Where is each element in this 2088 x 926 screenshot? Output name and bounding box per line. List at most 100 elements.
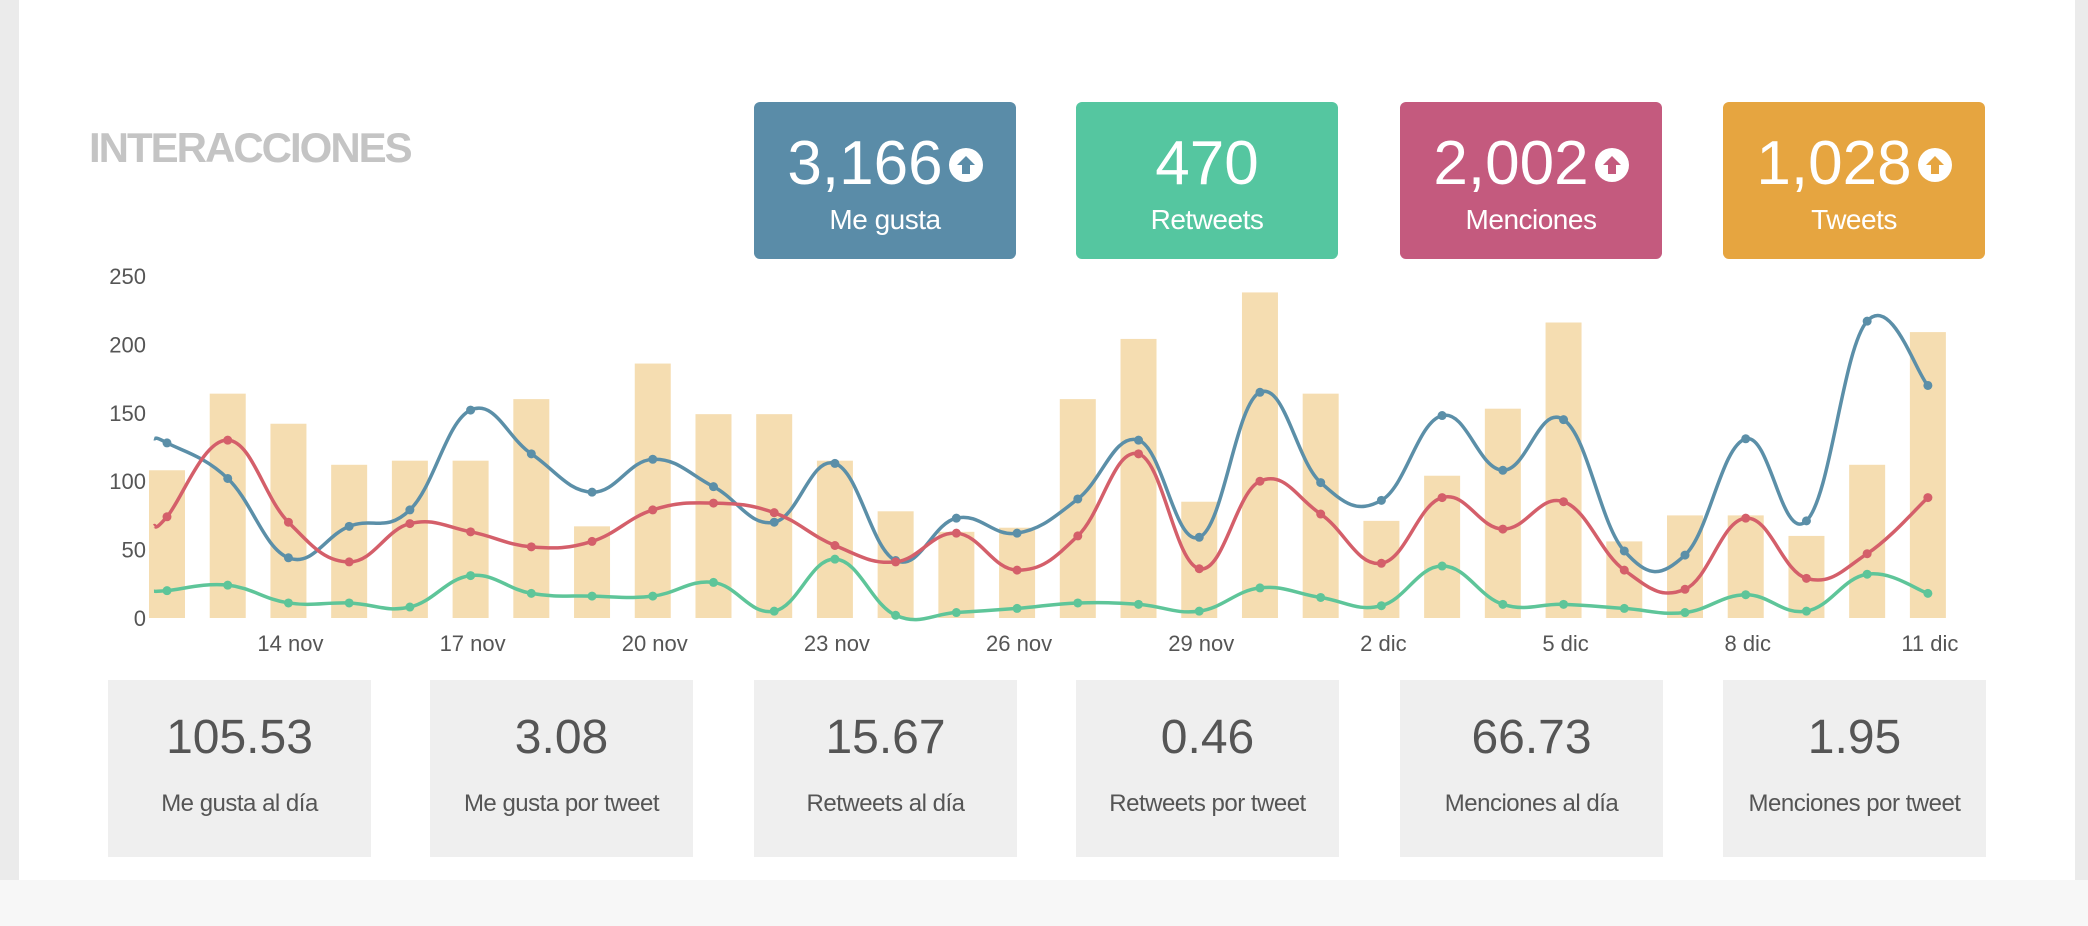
data-point bbox=[1741, 513, 1751, 523]
y-tick-label: 250 bbox=[109, 264, 146, 289]
data-point bbox=[1134, 599, 1144, 609]
data-point bbox=[405, 519, 415, 529]
data-point bbox=[769, 517, 779, 527]
bar bbox=[452, 460, 489, 618]
card-value: 470 bbox=[1076, 128, 1338, 200]
data-point bbox=[1923, 380, 1933, 390]
page-footer-strip bbox=[0, 880, 2088, 926]
x-tick-label: 26 nov bbox=[986, 631, 1052, 656]
card-value-text: 3,166 bbox=[787, 129, 943, 198]
bar bbox=[391, 460, 428, 618]
data-point bbox=[1073, 494, 1083, 504]
arrow-up-circle-icon bbox=[1594, 147, 1629, 182]
data-point bbox=[283, 598, 293, 608]
stat-box: 0.46 Retweets por tweet bbox=[1076, 680, 1339, 857]
bar bbox=[1545, 322, 1582, 618]
bar bbox=[1727, 515, 1764, 618]
x-tick-label: 11 dic bbox=[1901, 631, 1958, 656]
data-point bbox=[344, 521, 354, 531]
data-point bbox=[223, 473, 233, 483]
data-point bbox=[162, 512, 172, 522]
stat-box: 1.95 Menciones por tweet bbox=[1723, 680, 1986, 857]
data-point bbox=[1619, 603, 1629, 613]
data-point bbox=[1012, 603, 1022, 613]
data-point bbox=[1680, 608, 1690, 618]
data-point bbox=[1559, 415, 1569, 425]
bar bbox=[634, 363, 671, 618]
data-point bbox=[1559, 497, 1569, 507]
data-point bbox=[648, 591, 658, 601]
data-point bbox=[405, 505, 415, 515]
data-point bbox=[708, 498, 718, 508]
stat-box: 105.53 Me gusta al día bbox=[108, 680, 371, 857]
stat-label: Menciones al día bbox=[1444, 790, 1619, 817]
x-tick-label: 29 nov bbox=[1168, 631, 1234, 656]
data-point bbox=[1437, 411, 1447, 421]
data-point bbox=[648, 505, 658, 515]
card-value-text: 2,002 bbox=[1433, 129, 1589, 198]
data-point bbox=[526, 588, 536, 598]
card-value: 3,166 bbox=[754, 128, 1016, 200]
data-point bbox=[1012, 565, 1022, 575]
stat-value: 0.46 bbox=[1160, 711, 1255, 764]
data-point bbox=[1801, 516, 1811, 526]
data-point bbox=[1255, 583, 1265, 593]
bar bbox=[149, 470, 185, 618]
stat-value: 15.67 bbox=[825, 711, 946, 764]
card-mentions: 2,002 Menciones bbox=[1400, 102, 1662, 259]
data-point bbox=[830, 554, 840, 564]
x-tick-label: 17 nov bbox=[440, 631, 506, 656]
bar bbox=[1120, 338, 1157, 618]
data-point bbox=[1619, 565, 1629, 575]
data-point bbox=[466, 405, 476, 415]
data-point bbox=[1437, 493, 1447, 503]
card-value: 1,028 bbox=[1723, 128, 1985, 200]
stat-label: Retweets al día bbox=[806, 790, 965, 817]
bar bbox=[938, 531, 975, 618]
section-title: INTERACCIONES bbox=[89, 124, 413, 171]
data-point bbox=[769, 606, 779, 616]
data-point bbox=[1194, 606, 1204, 616]
data-point bbox=[162, 586, 172, 596]
card-label: Tweets bbox=[1811, 204, 1897, 235]
bar bbox=[1241, 292, 1278, 618]
data-point bbox=[587, 536, 597, 546]
data-point bbox=[1376, 601, 1386, 611]
stat-box: 66.73 Menciones al día bbox=[1400, 680, 1663, 857]
y-tick-label: 50 bbox=[122, 538, 146, 563]
data-point bbox=[830, 540, 840, 550]
data-point bbox=[1498, 524, 1508, 534]
data-point bbox=[1741, 434, 1751, 444]
data-point bbox=[1073, 598, 1083, 608]
data-point bbox=[466, 527, 476, 537]
y-tick-label: 100 bbox=[109, 469, 146, 494]
data-point bbox=[1316, 509, 1326, 519]
x-tick-label: 20 nov bbox=[622, 631, 688, 656]
stat-label: Retweets por tweet bbox=[1109, 790, 1306, 817]
y-tick-label: 200 bbox=[109, 332, 146, 357]
data-point bbox=[648, 454, 658, 464]
data-point bbox=[769, 508, 779, 518]
arrow-up-circle-icon bbox=[1917, 147, 1952, 182]
data-point bbox=[1134, 435, 1144, 445]
data-point bbox=[1316, 478, 1326, 488]
card-tweets: 1,028 Tweets bbox=[1723, 102, 1985, 259]
data-point bbox=[1801, 606, 1811, 616]
data-point bbox=[951, 608, 961, 618]
data-point bbox=[587, 591, 597, 601]
data-point bbox=[344, 557, 354, 567]
stat-box: 3.08 Me gusta por tweet bbox=[430, 680, 693, 857]
stat-value: 105.53 bbox=[166, 711, 313, 764]
data-point bbox=[526, 449, 536, 459]
data-point bbox=[1559, 599, 1569, 609]
data-point bbox=[1923, 588, 1933, 598]
data-point bbox=[587, 487, 597, 497]
data-point bbox=[1498, 599, 1508, 609]
data-point bbox=[1073, 531, 1083, 541]
data-point bbox=[1862, 549, 1872, 559]
bar bbox=[1484, 408, 1521, 618]
data-point bbox=[1376, 495, 1386, 505]
data-point bbox=[708, 577, 718, 587]
data-point bbox=[1498, 465, 1508, 475]
